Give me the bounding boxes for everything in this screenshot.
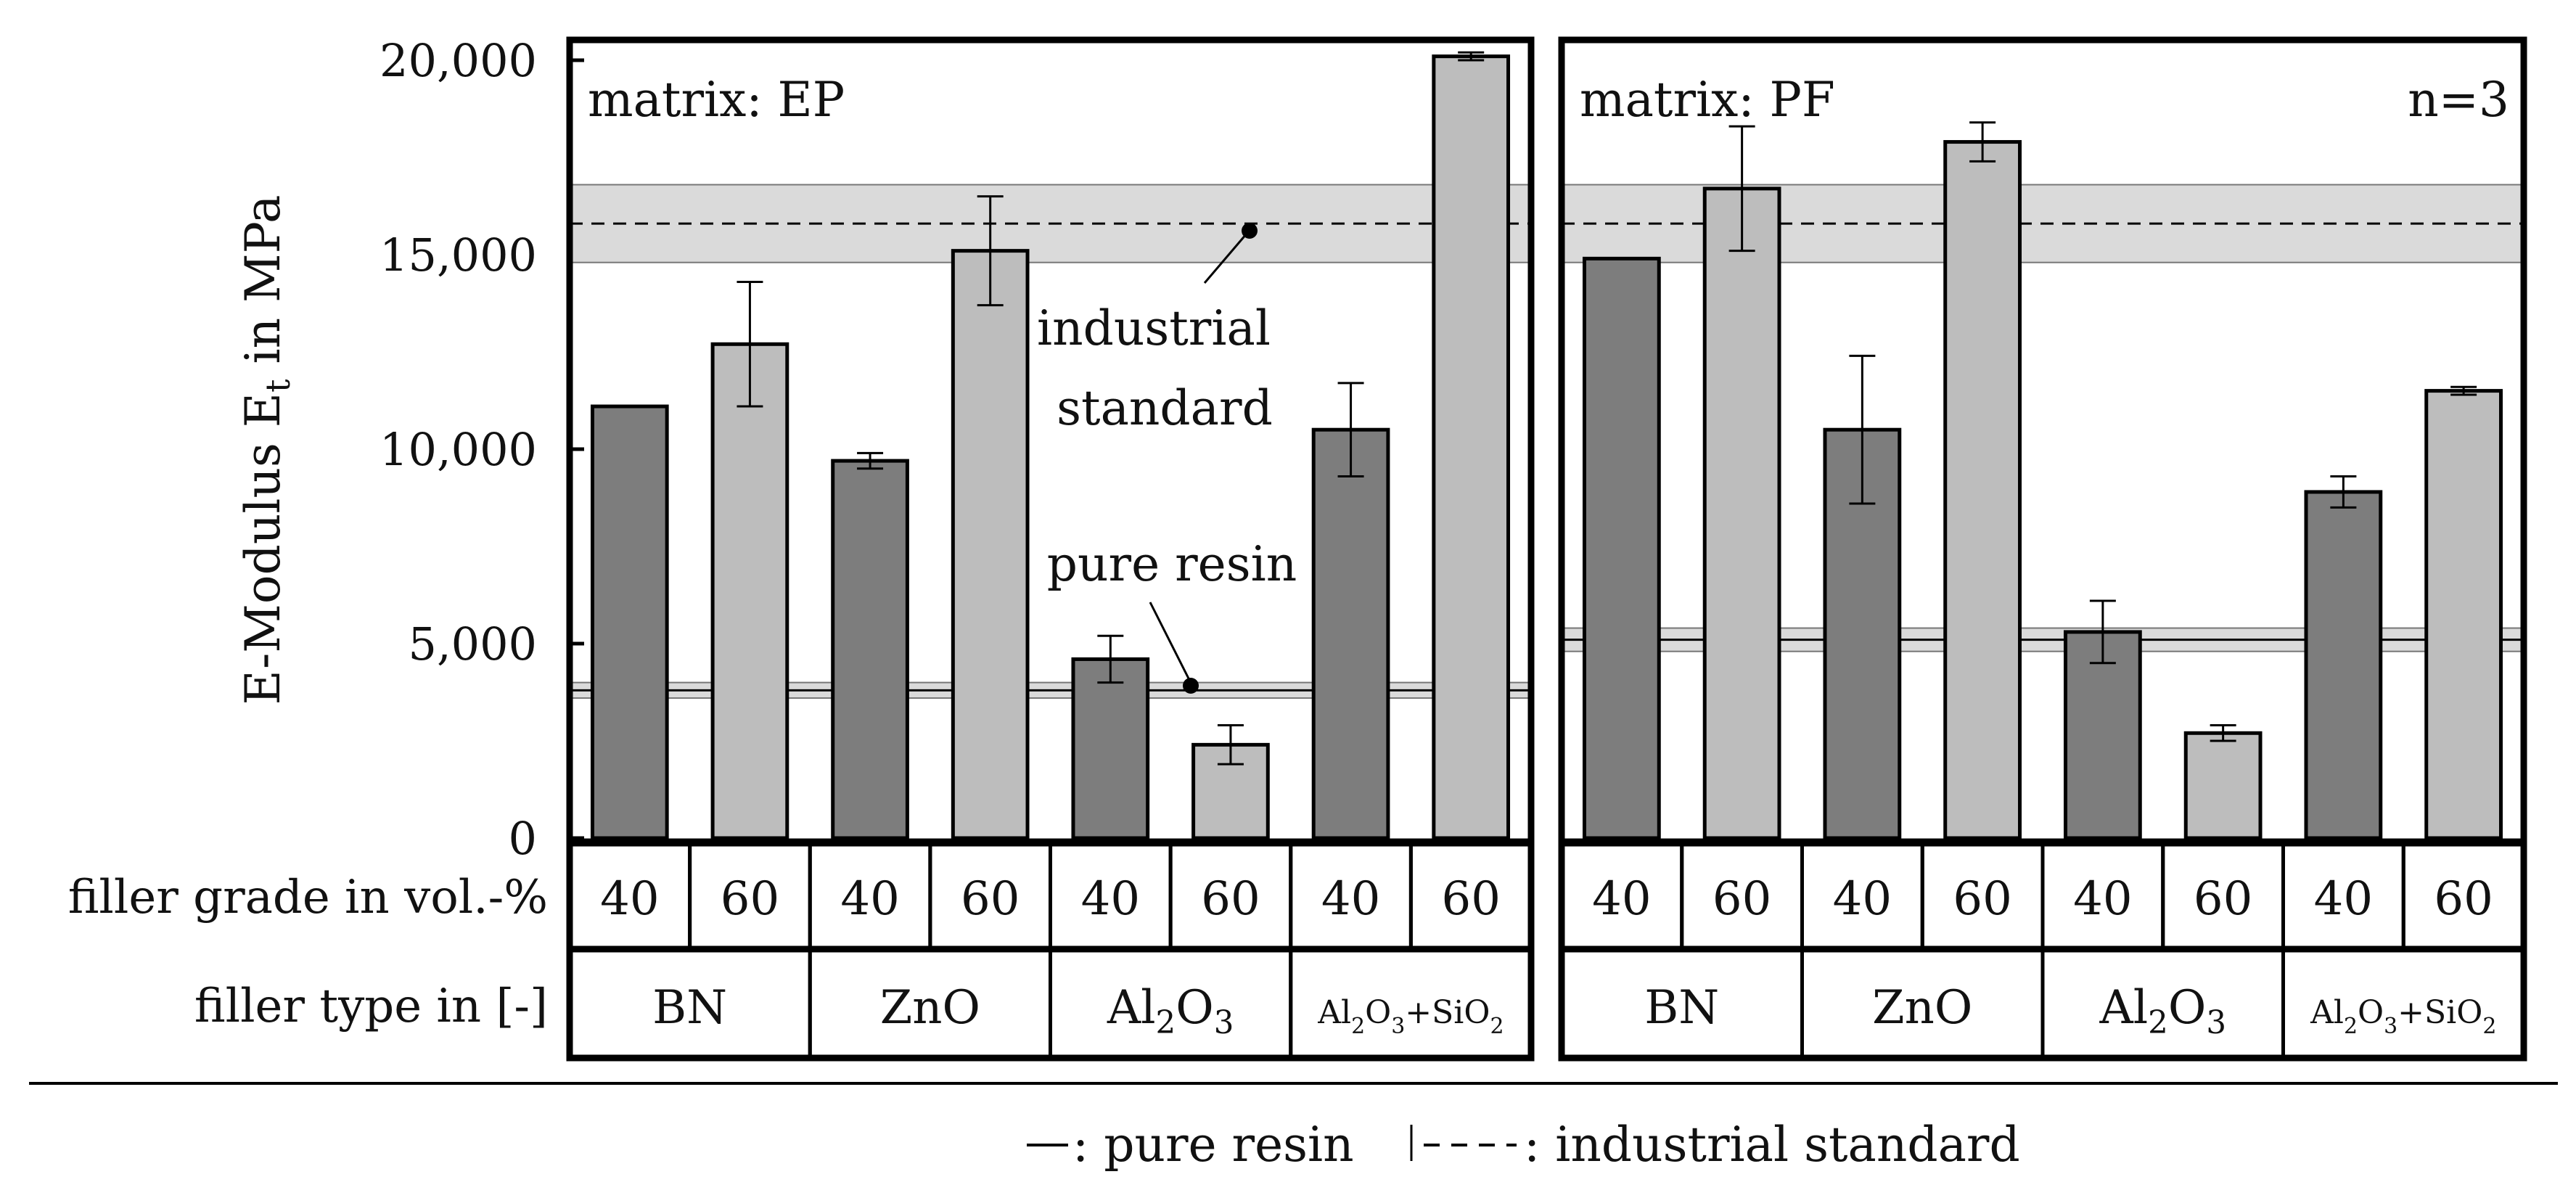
annotation-pure-resin: pure resin <box>1047 536 1297 592</box>
bar <box>590 404 669 840</box>
annotation-industrial: industrial <box>1037 300 1271 356</box>
y-axis-title-part: in MPa <box>235 195 291 379</box>
text-part: Al <box>1107 981 1156 1035</box>
legend-industrial-label: : industrial standard <box>1524 1117 2020 1173</box>
row-label-type: filler type in [-] <box>194 980 548 1033</box>
y-axis-title: E-Modulus Et in MPa <box>235 195 298 705</box>
bar <box>1582 256 1661 840</box>
grade-cell-label: 60 <box>1953 872 2011 926</box>
matrix-label: matrix: EP <box>588 72 845 128</box>
subscript: 2 <box>1490 1014 1504 1039</box>
bar <box>951 249 1030 840</box>
text-part: Al <box>2310 994 2344 1031</box>
text-part: O <box>2168 981 2206 1035</box>
subscript: 3 <box>2206 1005 2226 1041</box>
subscript: 2 <box>1156 1005 1176 1041</box>
type-row-frame <box>566 945 1535 1062</box>
grade-cell-label: 60 <box>1441 872 1500 926</box>
y-axis-title-subscript: t <box>258 379 298 393</box>
subscript: 3 <box>1214 1005 1234 1041</box>
type-cell-label: BN <box>1644 981 1719 1035</box>
grade-cell-label: 40 <box>1592 872 1651 926</box>
grade-cell-label: 60 <box>1201 872 1260 926</box>
type-cell-label: Al2O3+SiO2 <box>1317 994 1504 1039</box>
grade-cell-label: 40 <box>1081 872 1140 926</box>
bar <box>2063 630 2142 840</box>
y-tick-label: 20,000 <box>380 34 537 87</box>
subscript: 2 <box>2482 1014 2496 1039</box>
type-cell-label: Al2O3+SiO2 <box>2310 994 2496 1039</box>
annotation-standard: standard <box>1057 380 1273 436</box>
annotation-dot-pure <box>1183 678 1199 694</box>
type-cell-label: Al2O3 <box>1107 981 1234 1041</box>
subscript: 2 <box>1351 1014 1365 1039</box>
grade-cell-label: 40 <box>840 872 899 926</box>
y-tick-label: 5,000 <box>409 618 538 670</box>
subscript: 2 <box>2148 1005 2168 1041</box>
bar <box>2304 490 2383 840</box>
text-part: O <box>1176 981 1213 1035</box>
annotation-pointer-pure <box>1149 602 1190 679</box>
grade-cell-label: 60 <box>1712 872 1771 926</box>
grade-cell-label: 40 <box>2314 872 2373 926</box>
type-cell <box>2040 947 2285 1060</box>
type-row-frame <box>1558 945 2527 1062</box>
bar <box>1071 657 1150 840</box>
y-tick-label: 15,000 <box>380 229 537 282</box>
y-tick-label: 10,000 <box>380 423 537 476</box>
annotation-dot-industrial <box>1242 223 1258 239</box>
type-cell-label: Al2O3 <box>2099 981 2226 1041</box>
bar <box>1311 427 1390 840</box>
bar <box>1702 186 1781 840</box>
type-cell-label: ZnO <box>1872 981 1972 1035</box>
grade-cell-label: 40 <box>1321 872 1380 926</box>
y-tick-label: 0 <box>509 812 537 865</box>
bar <box>831 459 909 840</box>
bar <box>2183 731 2263 840</box>
type-cell <box>1049 947 1293 1060</box>
bar <box>2424 389 2503 840</box>
grade-cell-label: 40 <box>2073 872 2132 926</box>
matrix-label: matrix: PF <box>1580 72 1835 128</box>
n-label: n=3 <box>2408 72 2509 128</box>
grade-cell-label: 40 <box>1833 872 1892 926</box>
grade-cell-label: 60 <box>961 872 1020 926</box>
text-part: Al <box>1317 994 1351 1031</box>
bar <box>1432 54 1511 840</box>
text-part: O <box>2358 994 2384 1031</box>
subscript: 2 <box>2344 1014 2358 1039</box>
text-part: +SiO <box>2397 994 2482 1031</box>
type-cell-label: ZnO <box>880 981 980 1035</box>
grade-cell-label: 60 <box>2194 872 2252 926</box>
text-part: O <box>1365 994 1391 1031</box>
y-axis-title-part: E-Modulus E <box>235 393 291 705</box>
grade-cell-label: 40 <box>600 872 659 926</box>
grade-cell-label: 60 <box>2434 872 2493 926</box>
text-part: Al <box>2099 981 2148 1035</box>
annotation-pointer-industrial <box>1203 233 1248 284</box>
subscript: 3 <box>2384 1014 2397 1039</box>
legend-pure-resin-label: : pure resin <box>1072 1117 1354 1173</box>
type-cell-label: BN <box>652 981 727 1035</box>
grade-cell-label: 60 <box>721 872 779 926</box>
row-label-grade: filler grade in vol.-% <box>68 871 548 924</box>
text-part: +SiO <box>1405 994 1490 1031</box>
bar <box>710 342 789 840</box>
subscript: 3 <box>1391 1014 1405 1039</box>
bar <box>1943 140 2022 840</box>
